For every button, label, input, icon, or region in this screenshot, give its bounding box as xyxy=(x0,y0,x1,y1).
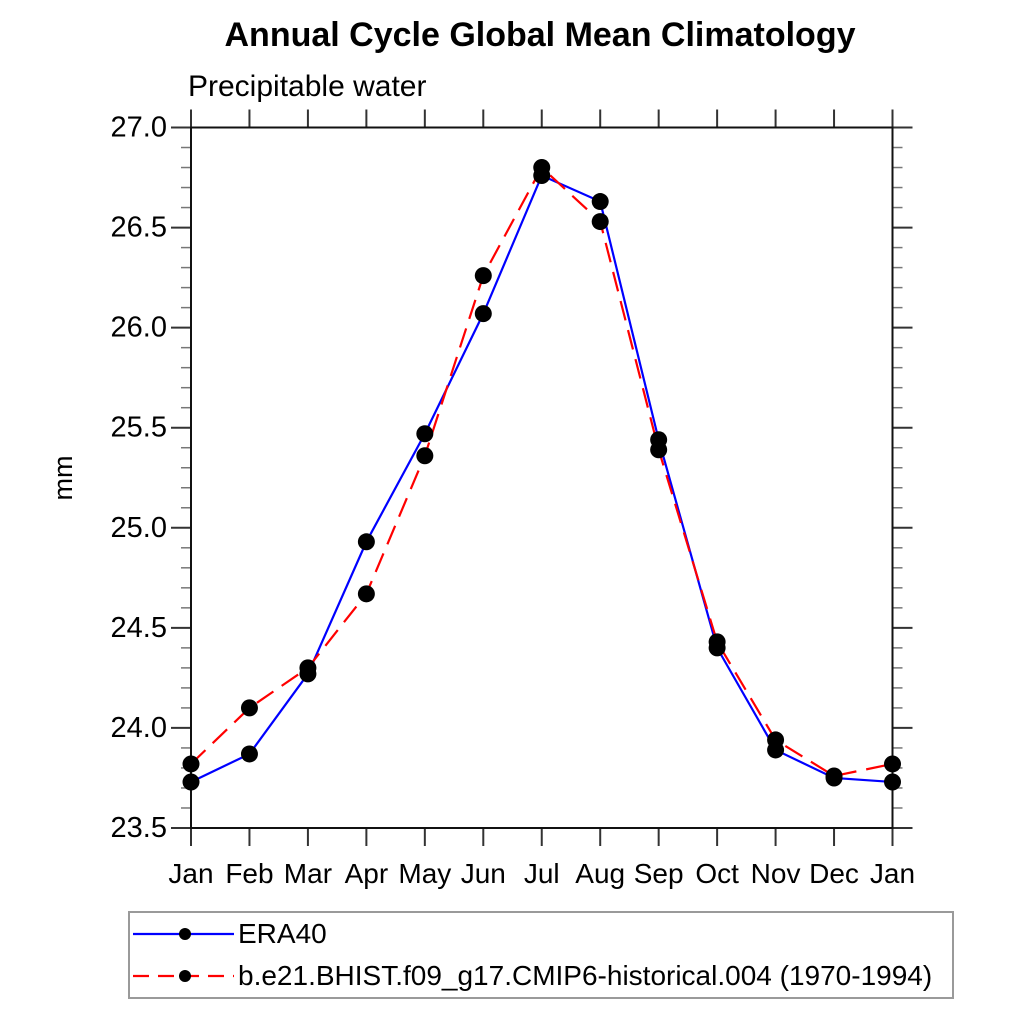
chart-subtitle: Precipitable water xyxy=(188,70,426,103)
data-point-marker xyxy=(591,193,609,211)
x-tick-label: Dec xyxy=(809,858,859,889)
x-tick-label: Jan xyxy=(168,858,213,889)
data-point-marker xyxy=(416,425,434,443)
x-tick-label: Jan xyxy=(870,858,915,889)
axis-ticks xyxy=(171,109,913,846)
data-point-marker xyxy=(416,447,434,465)
x-tick-label: Aug xyxy=(575,858,625,889)
legend-row-cmip6: b.e21.BHIST.f09_g17.CMIP6-historical.004… xyxy=(132,956,952,996)
data-point-marker xyxy=(767,731,785,749)
x-tick-label: Feb xyxy=(225,858,273,889)
data-point-marker xyxy=(708,633,726,651)
data-point-marker xyxy=(299,659,317,677)
y-tick-label: 26.0 xyxy=(111,312,167,344)
y-tick-label: 27.0 xyxy=(111,112,167,144)
data-point-marker xyxy=(474,305,492,323)
data-point-marker xyxy=(825,767,843,785)
x-tick-label: Apr xyxy=(345,858,389,889)
y-tick-label: 26.5 xyxy=(111,212,167,244)
series-line-dashed xyxy=(190,165,893,778)
y-tick-label: 24.5 xyxy=(111,612,167,644)
y-tick-label: 25.0 xyxy=(111,512,167,544)
data-point-marker xyxy=(884,773,901,791)
data-point-marker xyxy=(884,755,901,773)
legend-row-era40: ERA40 xyxy=(132,914,952,954)
legend-marker-icon xyxy=(179,928,191,941)
data-series xyxy=(190,165,893,784)
series-line-solid xyxy=(190,174,893,784)
x-tick-label: Jul xyxy=(524,858,560,889)
x-tick-label: Jun xyxy=(461,858,506,889)
plot-border xyxy=(190,126,894,829)
data-point-marker xyxy=(240,699,258,717)
x-tick-label: May xyxy=(398,858,451,889)
data-point-marker xyxy=(591,213,609,231)
x-tick-label: Sep xyxy=(634,858,684,889)
legend-marker-icon xyxy=(179,969,191,982)
x-tick-label: Oct xyxy=(695,858,739,889)
data-point-markers xyxy=(182,159,901,791)
x-tick-label: Mar xyxy=(284,858,332,889)
chart-title: Annual Cycle Global Mean Climatology xyxy=(225,16,856,54)
y-tick-label: 25.5 xyxy=(111,412,167,444)
data-point-marker xyxy=(357,585,375,603)
dashed-line-sample-icon xyxy=(133,969,234,982)
solid-line-sample-icon xyxy=(133,928,234,941)
y-tick-label: 24.0 xyxy=(111,712,167,744)
data-point-marker xyxy=(650,441,668,459)
x-tick-label: Nov xyxy=(751,858,801,889)
data-point-marker xyxy=(240,745,258,763)
data-point-marker xyxy=(182,773,200,791)
legend-label-era40: ERA40 xyxy=(238,918,327,950)
axis-tick-labels: Jan Feb Mar Apr May Jun Jul Aug Sep Oct Nov Dec Jan2… xyxy=(111,112,916,890)
data-point-marker xyxy=(182,755,200,773)
data-point-marker xyxy=(474,267,492,285)
legend-label-cmip6: b.e21.BHIST.f09_g17.CMIP6-historical.004… xyxy=(238,959,933,991)
y-axis-label: mm xyxy=(48,456,78,501)
data-point-marker xyxy=(533,159,551,177)
legend: ERA40 b.e21.BHIST.f09_g17.CMIP6-historic… xyxy=(128,911,954,999)
data-point-marker xyxy=(357,533,375,551)
plot-frame xyxy=(190,126,894,829)
y-tick-label: 23.5 xyxy=(111,812,167,844)
